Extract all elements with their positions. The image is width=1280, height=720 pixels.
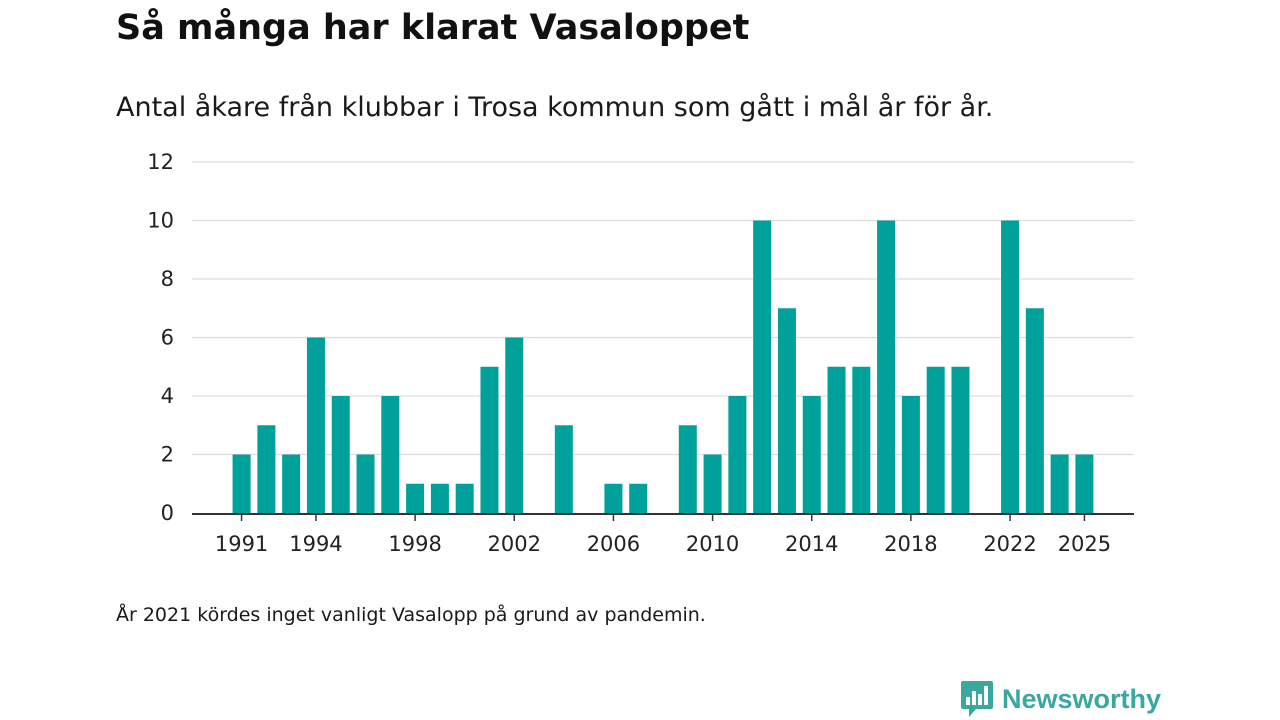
bar-1996 <box>356 454 375 513</box>
y-tick-label: 8 <box>161 267 174 291</box>
bar-2012 <box>753 220 772 513</box>
y-tick-label: 6 <box>161 326 174 350</box>
bar-2009 <box>678 425 697 513</box>
bar-1991 <box>232 454 251 513</box>
y-tick-label: 10 <box>147 209 174 233</box>
y-tick-label: 0 <box>161 501 174 525</box>
bar-2006 <box>604 483 623 513</box>
bar-2010 <box>703 454 722 513</box>
bar-1997 <box>381 396 400 513</box>
bar-2020 <box>951 366 970 513</box>
bar-2007 <box>629 483 648 513</box>
chart-title: Så många har klarat Vasaloppet <box>116 8 750 48</box>
bar-1992 <box>257 425 276 513</box>
bar-2019 <box>926 366 945 513</box>
chart-subtitle: Antal åkare från klubbar i Trosa kommun … <box>116 92 994 123</box>
bar-2015 <box>827 366 846 513</box>
x-tick-label: 2010 <box>686 532 739 556</box>
bar-2018 <box>901 396 920 513</box>
y-tick-label: 12 <box>147 150 174 174</box>
x-tick-label: 1998 <box>388 532 441 556</box>
bar-2013 <box>777 308 796 513</box>
bar-1994 <box>306 337 325 513</box>
bar-2016 <box>852 366 871 513</box>
bar-2002 <box>505 337 524 513</box>
x-tick-label: 1991 <box>215 532 268 556</box>
x-tick-label: 1994 <box>289 532 342 556</box>
y-axis-ticks: 0 2 4 6 8 10 12 <box>147 150 174 525</box>
x-tick-label: 2002 <box>488 532 541 556</box>
bar-2004 <box>554 425 573 513</box>
bar-2014 <box>802 396 821 513</box>
bar-2023 <box>1025 308 1044 513</box>
bar-2024 <box>1050 454 1069 513</box>
x-tick-label: 2018 <box>884 532 937 556</box>
x-tick-label: 2022 <box>983 532 1036 556</box>
brand-logo[interactable]: Newsworthy <box>960 678 1161 720</box>
x-tick-label: 2006 <box>587 532 640 556</box>
bar-1999 <box>430 483 449 513</box>
x-axis-ticks: 1991 1994 1998 2002 2006 2010 2014 2018 2022 2025 <box>215 515 1111 556</box>
brand-name: Newsworthy <box>1002 683 1162 714</box>
bar-2025 <box>1075 454 1094 513</box>
y-tick-label: 4 <box>161 384 174 408</box>
y-tick-label: 2 <box>161 443 174 467</box>
footnote: År 2021 kördes inget vanligt Vasalopp på… <box>116 604 706 626</box>
x-tick-label: 2014 <box>785 532 838 556</box>
bar-2017 <box>877 220 896 513</box>
bars <box>232 220 1094 513</box>
bar-1995 <box>331 396 350 513</box>
bar-2000 <box>455 483 474 513</box>
bar-2001 <box>480 366 499 513</box>
bar-2011 <box>728 396 747 513</box>
bar-1998 <box>406 483 425 513</box>
x-tick-label: 2025 <box>1058 532 1111 556</box>
bar-2022 <box>1001 220 1020 513</box>
bar-1993 <box>282 454 301 513</box>
newsworthy-logo-icon <box>961 681 993 717</box>
